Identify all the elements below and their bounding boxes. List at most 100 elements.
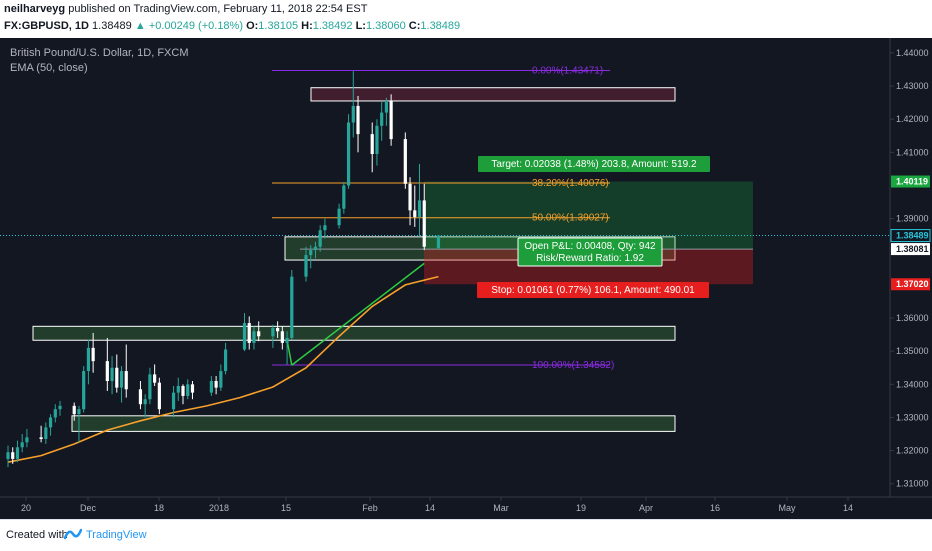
candle-body — [389, 100, 393, 140]
candle-body — [304, 255, 308, 277]
candle-body — [408, 183, 412, 211]
candle-body — [72, 405, 76, 415]
target-label: Target: 0.02038 (1.48%) 203.8, Amount: 5… — [478, 156, 710, 172]
low-value: 1.38060 — [365, 20, 406, 32]
candle-body — [342, 185, 346, 209]
candle-body — [242, 323, 247, 350]
header-bar: neilharveyg published on TradingView.com… — [0, 0, 932, 38]
price-tick-label: 1.36000 — [896, 313, 929, 323]
candle-body — [351, 105, 355, 123]
candle-body — [143, 399, 147, 405]
candle-body — [171, 392, 176, 410]
candle-body — [6, 452, 10, 459]
candle-body — [148, 374, 152, 400]
publish-info: neilharveyg published on TradingView.com… — [4, 3, 367, 15]
fib-level-label: 100.00%(1.34582) — [532, 360, 614, 371]
time-tick-label: 19 — [576, 503, 586, 513]
open-label: O: — [246, 20, 259, 32]
time-tick-label: 14 — [843, 503, 853, 513]
stop-label-bg — [477, 282, 709, 298]
candle-body — [110, 367, 114, 382]
candle-body — [214, 381, 218, 388]
candle-body — [318, 230, 322, 247]
time-tick-label: Apr — [639, 503, 653, 513]
candle-body — [384, 100, 388, 113]
candle-body — [53, 409, 57, 418]
candle-body — [209, 381, 213, 393]
last-price: 1.38489 — [92, 20, 132, 32]
close-value: 1.38489 — [420, 20, 461, 32]
candle-body — [15, 447, 20, 459]
price-tick-label: 1.34000 — [896, 379, 929, 389]
candle-body — [313, 246, 318, 251]
high-label: H: — [301, 20, 313, 32]
fib-level-label: 38.20%(1.40076) — [532, 178, 609, 189]
candle-body — [138, 389, 143, 405]
candle-body — [86, 347, 91, 372]
candle-body — [436, 235, 441, 249]
tradingview-brand-link[interactable]: TradingView — [86, 529, 147, 541]
candle-body — [91, 347, 95, 362]
candle-body — [356, 105, 360, 135]
candle-body — [157, 382, 161, 410]
candle-body — [44, 427, 48, 440]
candle-body — [186, 384, 190, 396]
fib-level-label: 0.00%(1.43471) — [532, 65, 603, 76]
candle-body — [403, 139, 407, 184]
candle-body — [271, 327, 275, 337]
zone-supply — [310, 87, 676, 102]
pnl-label-text: Risk/Reward Ratio: 1.92 — [536, 253, 644, 264]
time-tick-label: 16 — [710, 503, 720, 513]
stop-label: Stop: 0.01061 (0.77%) 106.1, Amount: 490… — [477, 282, 709, 298]
symbol-label: FX:GBPUSD, 1D — [4, 20, 89, 32]
price-tag-target — [891, 175, 930, 188]
publish-text: published on TradingView.com, February 1… — [68, 3, 368, 15]
candle-body — [370, 134, 374, 154]
chart-pane[interactable]: 0.00%(1.43471) 38.20%(1.40076) 50.00%(1.39… — [0, 38, 932, 519]
candle-body — [280, 331, 284, 343]
up-arrow-icon: ▲ — [134, 20, 146, 32]
candle-body — [153, 374, 157, 383]
candle-body — [346, 122, 351, 186]
candle-body — [124, 371, 128, 390]
tradingview-logo-icon[interactable] — [64, 526, 82, 542]
candle-body — [323, 225, 327, 231]
price-tick-label: 1.43000 — [896, 81, 929, 91]
candle-body — [58, 405, 62, 410]
candle-body — [190, 384, 195, 393]
candle-body — [417, 200, 422, 217]
price-tag-stop — [891, 278, 930, 291]
candle-body — [25, 437, 29, 443]
footer-bar: Created with TradingView — [0, 519, 932, 551]
price-tag-entry — [891, 243, 930, 256]
candle-body — [105, 361, 109, 382]
candle-body — [223, 349, 228, 372]
zone-demand — [32, 325, 676, 341]
low-label: L: — [355, 20, 366, 32]
price-tick-label: 1.31000 — [896, 479, 929, 489]
close-label: C: — [408, 20, 421, 32]
candle-body — [422, 200, 426, 247]
time-tick-label: 15 — [281, 503, 291, 513]
candle-body — [11, 452, 15, 459]
ema-line — [7, 275, 439, 463]
time-tick-label: May — [778, 503, 796, 513]
time-tick-label: Feb — [362, 503, 378, 513]
candle-body — [119, 371, 124, 388]
candle-body — [413, 210, 417, 217]
pnl-label-bg — [517, 237, 663, 267]
candle-body — [176, 385, 180, 393]
price-tick-label: 1.32000 — [896, 446, 929, 456]
time-tick-label: Dec — [80, 503, 97, 513]
zone-demand — [71, 415, 676, 432]
author-name[interactable]: neilharveyg — [4, 3, 66, 15]
legend-indicator[interactable]: EMA (50, close) — [10, 62, 88, 74]
target-label-text: Target: 0.02038 (1.48%) 203.8, Amount: 5… — [491, 159, 697, 170]
candle-body — [257, 331, 261, 337]
chart-legend: British Pound/U.S. Dollar, 1D, FXCM EMA … — [10, 46, 189, 76]
candle-body — [77, 409, 81, 415]
price-chart[interactable]: 0.00%(1.43471) 38.20%(1.40076) 50.00%(1.39… — [0, 38, 932, 519]
candle-body — [82, 371, 86, 410]
price-tag-current — [890, 229, 931, 243]
candle-body — [48, 417, 53, 428]
